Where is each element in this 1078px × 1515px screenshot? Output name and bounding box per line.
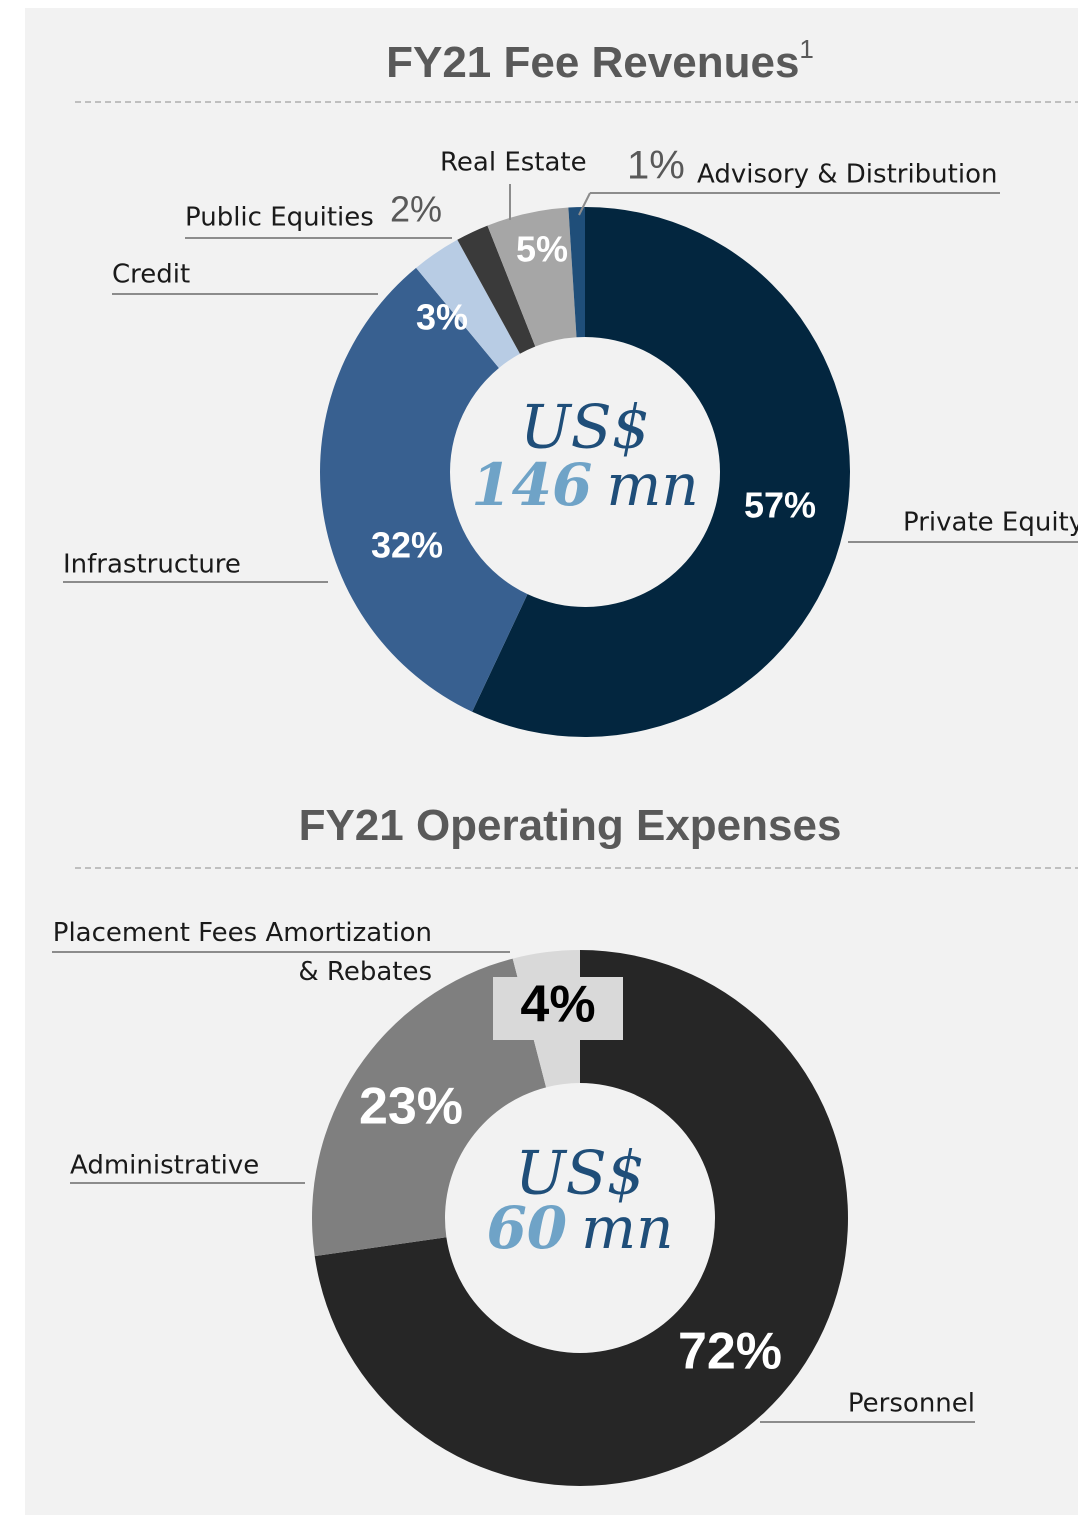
- donut-slice: [312, 958, 547, 1257]
- donut-slice: [472, 207, 850, 737]
- center-total: 60 mn: [486, 1194, 673, 1262]
- title-footnote: 1: [799, 34, 813, 64]
- category-label: Personnel: [848, 1389, 975, 1419]
- donut-slice: [319, 267, 528, 712]
- donut-slice: [314, 950, 848, 1486]
- category-label: Administrative: [70, 1151, 259, 1181]
- total-value: 146: [471, 451, 592, 519]
- label-box: [493, 977, 623, 1040]
- category-label: Advisory & Distribution: [697, 160, 997, 190]
- leader-line: [578, 192, 591, 216]
- category-label: Public Equities: [185, 203, 374, 233]
- value-label: 23%: [359, 1078, 463, 1136]
- category-label: Infrastructure: [63, 550, 241, 580]
- value-label: 57%: [744, 485, 816, 526]
- center-total: 146 mn: [471, 451, 698, 519]
- category-label: Credit: [112, 260, 190, 290]
- center-label: US$: [520, 393, 650, 463]
- value-label: 1%: [627, 144, 685, 188]
- chart-title-text: FY21 Operating Expenses: [299, 801, 842, 850]
- value-label: 32%: [371, 525, 443, 566]
- category-label: Placement Fees Amortization & Rebates: [52, 918, 432, 987]
- total-unit: mn: [606, 451, 698, 519]
- value-label: 5%: [516, 229, 568, 270]
- chart-title: FY21 Operating Expenses: [299, 801, 842, 850]
- center-label: US$: [515, 1139, 645, 1209]
- value-label: 3%: [416, 297, 468, 338]
- value-label: 2%: [390, 189, 442, 230]
- donut-slice: [416, 239, 520, 368]
- chart-title-text: FY21 Fee Revenues: [386, 38, 799, 87]
- value-label: 4%: [520, 976, 595, 1034]
- category-label: Private Equity: [903, 508, 1078, 538]
- total-value: 60: [486, 1194, 567, 1262]
- category-label: Real Estate: [440, 148, 587, 178]
- total-unit: mn: [581, 1194, 673, 1262]
- donut-slice: [568, 207, 585, 338]
- category-label-box: Placement Fees Amortization & Rebates: [52, 918, 432, 987]
- value-label: 72%: [678, 1323, 782, 1381]
- donut-slice: [487, 207, 577, 347]
- chart-title: FY21 Fee Revenues1: [386, 34, 814, 87]
- donut-slice: [457, 225, 536, 354]
